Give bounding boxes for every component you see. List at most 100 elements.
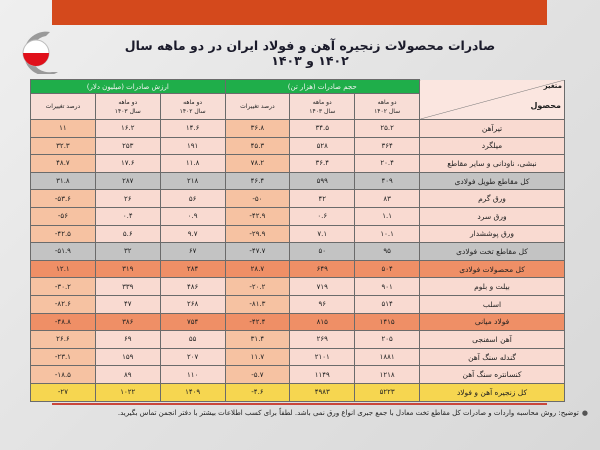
value-cell-v1403: ۷.۱: [289, 224, 356, 244]
value-cell-d1402: ۴۸۶: [159, 277, 226, 296]
value-cell-d1403: ۸۹: [94, 365, 161, 384]
footnote: ●توضیح: روش محاسبه واردات و صادرات کل مق…: [20, 409, 588, 417]
value-cell-v1402: ۳۶۴: [354, 136, 420, 156]
value-cell-v1403: ۱۱۴۹: [289, 365, 356, 384]
product-cell: کل زنجیره آهن و فولاد: [419, 382, 565, 402]
value-cell-vchg: ۴۶.۴: [224, 171, 291, 191]
value-cell-v1403: ۳۶.۴: [289, 154, 356, 173]
value-cell-d1402: ۲۶۸: [159, 294, 226, 314]
value-cell-v1402: ۱۲۱۸: [354, 365, 420, 384]
header-value-1403: دو ماهه سال ۱۴۰۳: [94, 93, 161, 120]
value-cell-v1403: ۷۱۹: [289, 277, 356, 296]
page-title: صادرات محصولات زنجیره آهن و فولاد ایران …: [124, 38, 496, 68]
value-cell-dchg: -۵۱.۹: [30, 242, 96, 261]
exports-table: متغیر محصول حجم صادرات (هزار تن) ارزش صا…: [30, 79, 565, 402]
header-volume-1402: دو ماهه سال ۱۴۰۲: [354, 93, 420, 120]
value-cell-v1403: ۵۰: [289, 242, 356, 261]
value-cell-v1402: ۴۰۹: [354, 171, 420, 191]
value-cell-dchg: -۵۶: [30, 206, 96, 226]
header-variable: متغیر: [543, 81, 562, 90]
table-row: کل محصولات فولادی ۵۰۴ ۶۴۹ ۲۸.۷ ۲۸۴ ۳۱۹ ۱۲.۱: [30, 259, 565, 279]
value-cell-vchg: ۲۸.۷: [224, 259, 291, 279]
table-row: میلگرد ۳۶۴ ۵۲۸ ۴۵.۳ ۱۹۱ ۲۵۳ ۳۲.۳: [30, 136, 565, 156]
table-row: کنسانتره سنگ آهن ۱۲۱۸ ۱۱۴۹ -۵.۷ ۱۱۰ ۸۹ -۱۸.۵: [30, 365, 565, 384]
value-cell-dchg: -۱۸.۵: [30, 365, 96, 384]
footnote-text: توضیح: روش محاسبه واردات و صادرات کل مقا…: [117, 409, 579, 417]
value-cell-vchg: ۱۱.۷: [224, 347, 291, 367]
value-cell-v1403: ۵۲۸: [289, 136, 356, 156]
table-row: ورق گرم ۸۳ ۴۲ -۵۰ ۵۶ ۲۶ -۵۳.۶: [30, 189, 565, 208]
value-cell-dchg: ۳۲.۳: [30, 136, 96, 156]
header-volume-change: درصد تغییرات: [224, 93, 291, 120]
value-cell-d1402: ۵۶: [159, 189, 226, 208]
value-cell-d1402: ۲۰۷: [159, 347, 226, 367]
value-cell-v1402: ۲۰.۴: [354, 154, 420, 173]
divider-line: [52, 403, 547, 405]
value-cell-dchg: -۴۸.۸: [30, 312, 96, 332]
value-cell-dchg: -۸۲.۶: [30, 294, 96, 314]
value-cell-d1403: ۵.۶: [94, 224, 161, 244]
product-cell: کل مقاطع طویل فولادی: [419, 171, 565, 191]
value-cell-v1402: ۱.۱: [354, 206, 420, 226]
table-row: گندله سنگ آهن ۱۸۸۱ ۲۱۰۱ ۱۱.۷ ۲۰۷ ۱۵۹ -۲۳.۱: [30, 347, 565, 367]
value-cell-v1402: ۵۰۴: [354, 259, 420, 279]
value-cell-d1403: ۱۷.۶: [94, 154, 161, 173]
value-cell-dchg: -۵۳.۶: [30, 189, 96, 208]
value-cell-v1402: ۹۰۱: [354, 277, 420, 296]
value-cell-vchg: -۴۲.۴: [224, 312, 291, 332]
value-cell-v1402: ۹۵: [354, 242, 420, 261]
bullet-icon: ●: [581, 409, 588, 417]
value-cell-v1402: ۱۸۸۱: [354, 347, 420, 367]
value-cell-dchg: -۳۰.۲: [30, 277, 96, 296]
value-cell-dchg: ۱۲.۱: [30, 259, 96, 279]
product-cell: میلگرد: [419, 136, 565, 156]
product-cell: نبشی، ناودانی و سایر مقاطع: [419, 154, 565, 173]
association-logo: [22, 31, 58, 74]
value-cell-v1403: ۰.۶: [289, 206, 356, 226]
value-cell-vchg: ۴۵.۳: [224, 136, 291, 156]
value-cell-d1403: ۴۷: [94, 294, 161, 314]
table-row: آهن اسفنجی ۲۰۵ ۲۶۹ ۳۱.۴ ۵۵ ۶۹ ۲۶.۶: [30, 330, 565, 349]
value-cell-vchg: -۲۹.۹: [224, 224, 291, 244]
value-cell-v1403: ۹۶: [289, 294, 356, 314]
value-cell-v1403: ۴۹۸۳: [289, 382, 356, 402]
value-cell-d1403: ۳۳۹: [94, 277, 161, 296]
value-cell-d1403: ۲۵۳: [94, 136, 161, 156]
value-cell-vchg: -۵.۷: [224, 365, 291, 384]
value-cell-d1403: ۰.۴: [94, 206, 161, 226]
value-cell-d1402: ۱۱.۸: [159, 154, 226, 173]
product-cell: ورق سرد: [419, 206, 565, 226]
value-cell-v1403: ۲۶۹: [289, 330, 356, 349]
value-cell-d1403: ۲۸۷: [94, 171, 161, 191]
table-row: ورق سرد ۱.۱ ۰.۶ -۴۲.۹ ۰.۹ ۰.۴ -۵۶: [30, 206, 565, 226]
value-cell-d1402: ۰.۹: [159, 206, 226, 226]
header-value-group: ارزش صادرات (میلیون دلار): [30, 79, 226, 94]
product-cell: ورق پوششدار: [419, 224, 565, 244]
product-cell: اسلب: [419, 294, 565, 314]
header-volume-group: حجم صادرات (هزار تن): [224, 79, 421, 94]
value-cell-vchg: ۳۶.۸: [224, 119, 291, 138]
top-banner: [52, 0, 547, 25]
value-cell-d1403: ۱۰۲۲: [94, 382, 161, 402]
table-row: فولاد میانی ۱۴۱۵ ۸۱۵ -۴۲.۴ ۷۵۴ ۳۸۶ -۴۸.۸: [30, 312, 565, 332]
product-cell: آهن اسفنجی: [419, 330, 565, 349]
value-cell-d1402: ۱۴۰۹: [159, 382, 226, 402]
value-cell-d1403: ۱۵۹: [94, 347, 161, 367]
value-cell-d1402: ۲۱۸: [159, 171, 226, 191]
value-cell-d1403: ۲۶: [94, 189, 161, 208]
table-row: تیرآهن ۲۵.۲ ۳۴.۵ ۳۶.۸ ۱۴.۶ ۱۶.۲ ۱۱: [30, 119, 565, 138]
header-value-change: درصد تغییرات: [30, 93, 96, 120]
value-cell-d1403: ۳۸۶: [94, 312, 161, 332]
value-cell-v1402: ۸۳: [354, 189, 420, 208]
header-value-1402: دو ماهه سال ۱۴۰۲: [159, 93, 226, 120]
header-product: محصول: [530, 101, 561, 110]
value-cell-v1402: ۱۰.۱: [354, 224, 420, 244]
value-cell-v1403: ۴۲: [289, 189, 356, 208]
value-cell-v1402: ۵۱۴: [354, 294, 420, 314]
value-cell-d1402: ۹.۷: [159, 224, 226, 244]
table-body: تیرآهن ۲۵.۲ ۳۴.۵ ۳۶.۸ ۱۴.۶ ۱۶.۲ ۱۱ میلگرد ۳۶۴ ۵۲۸…: [30, 119, 565, 402]
value-cell-dchg: -۴۲.۵: [30, 224, 96, 244]
table-row: بیلت و بلوم ۹۰۱ ۷۱۹ -۲۰.۲ ۴۸۶ ۳۳۹ -۳۰.۲: [30, 277, 565, 296]
value-cell-v1403: ۸۱۵: [289, 312, 356, 332]
value-cell-d1403: ۳۲: [94, 242, 161, 261]
